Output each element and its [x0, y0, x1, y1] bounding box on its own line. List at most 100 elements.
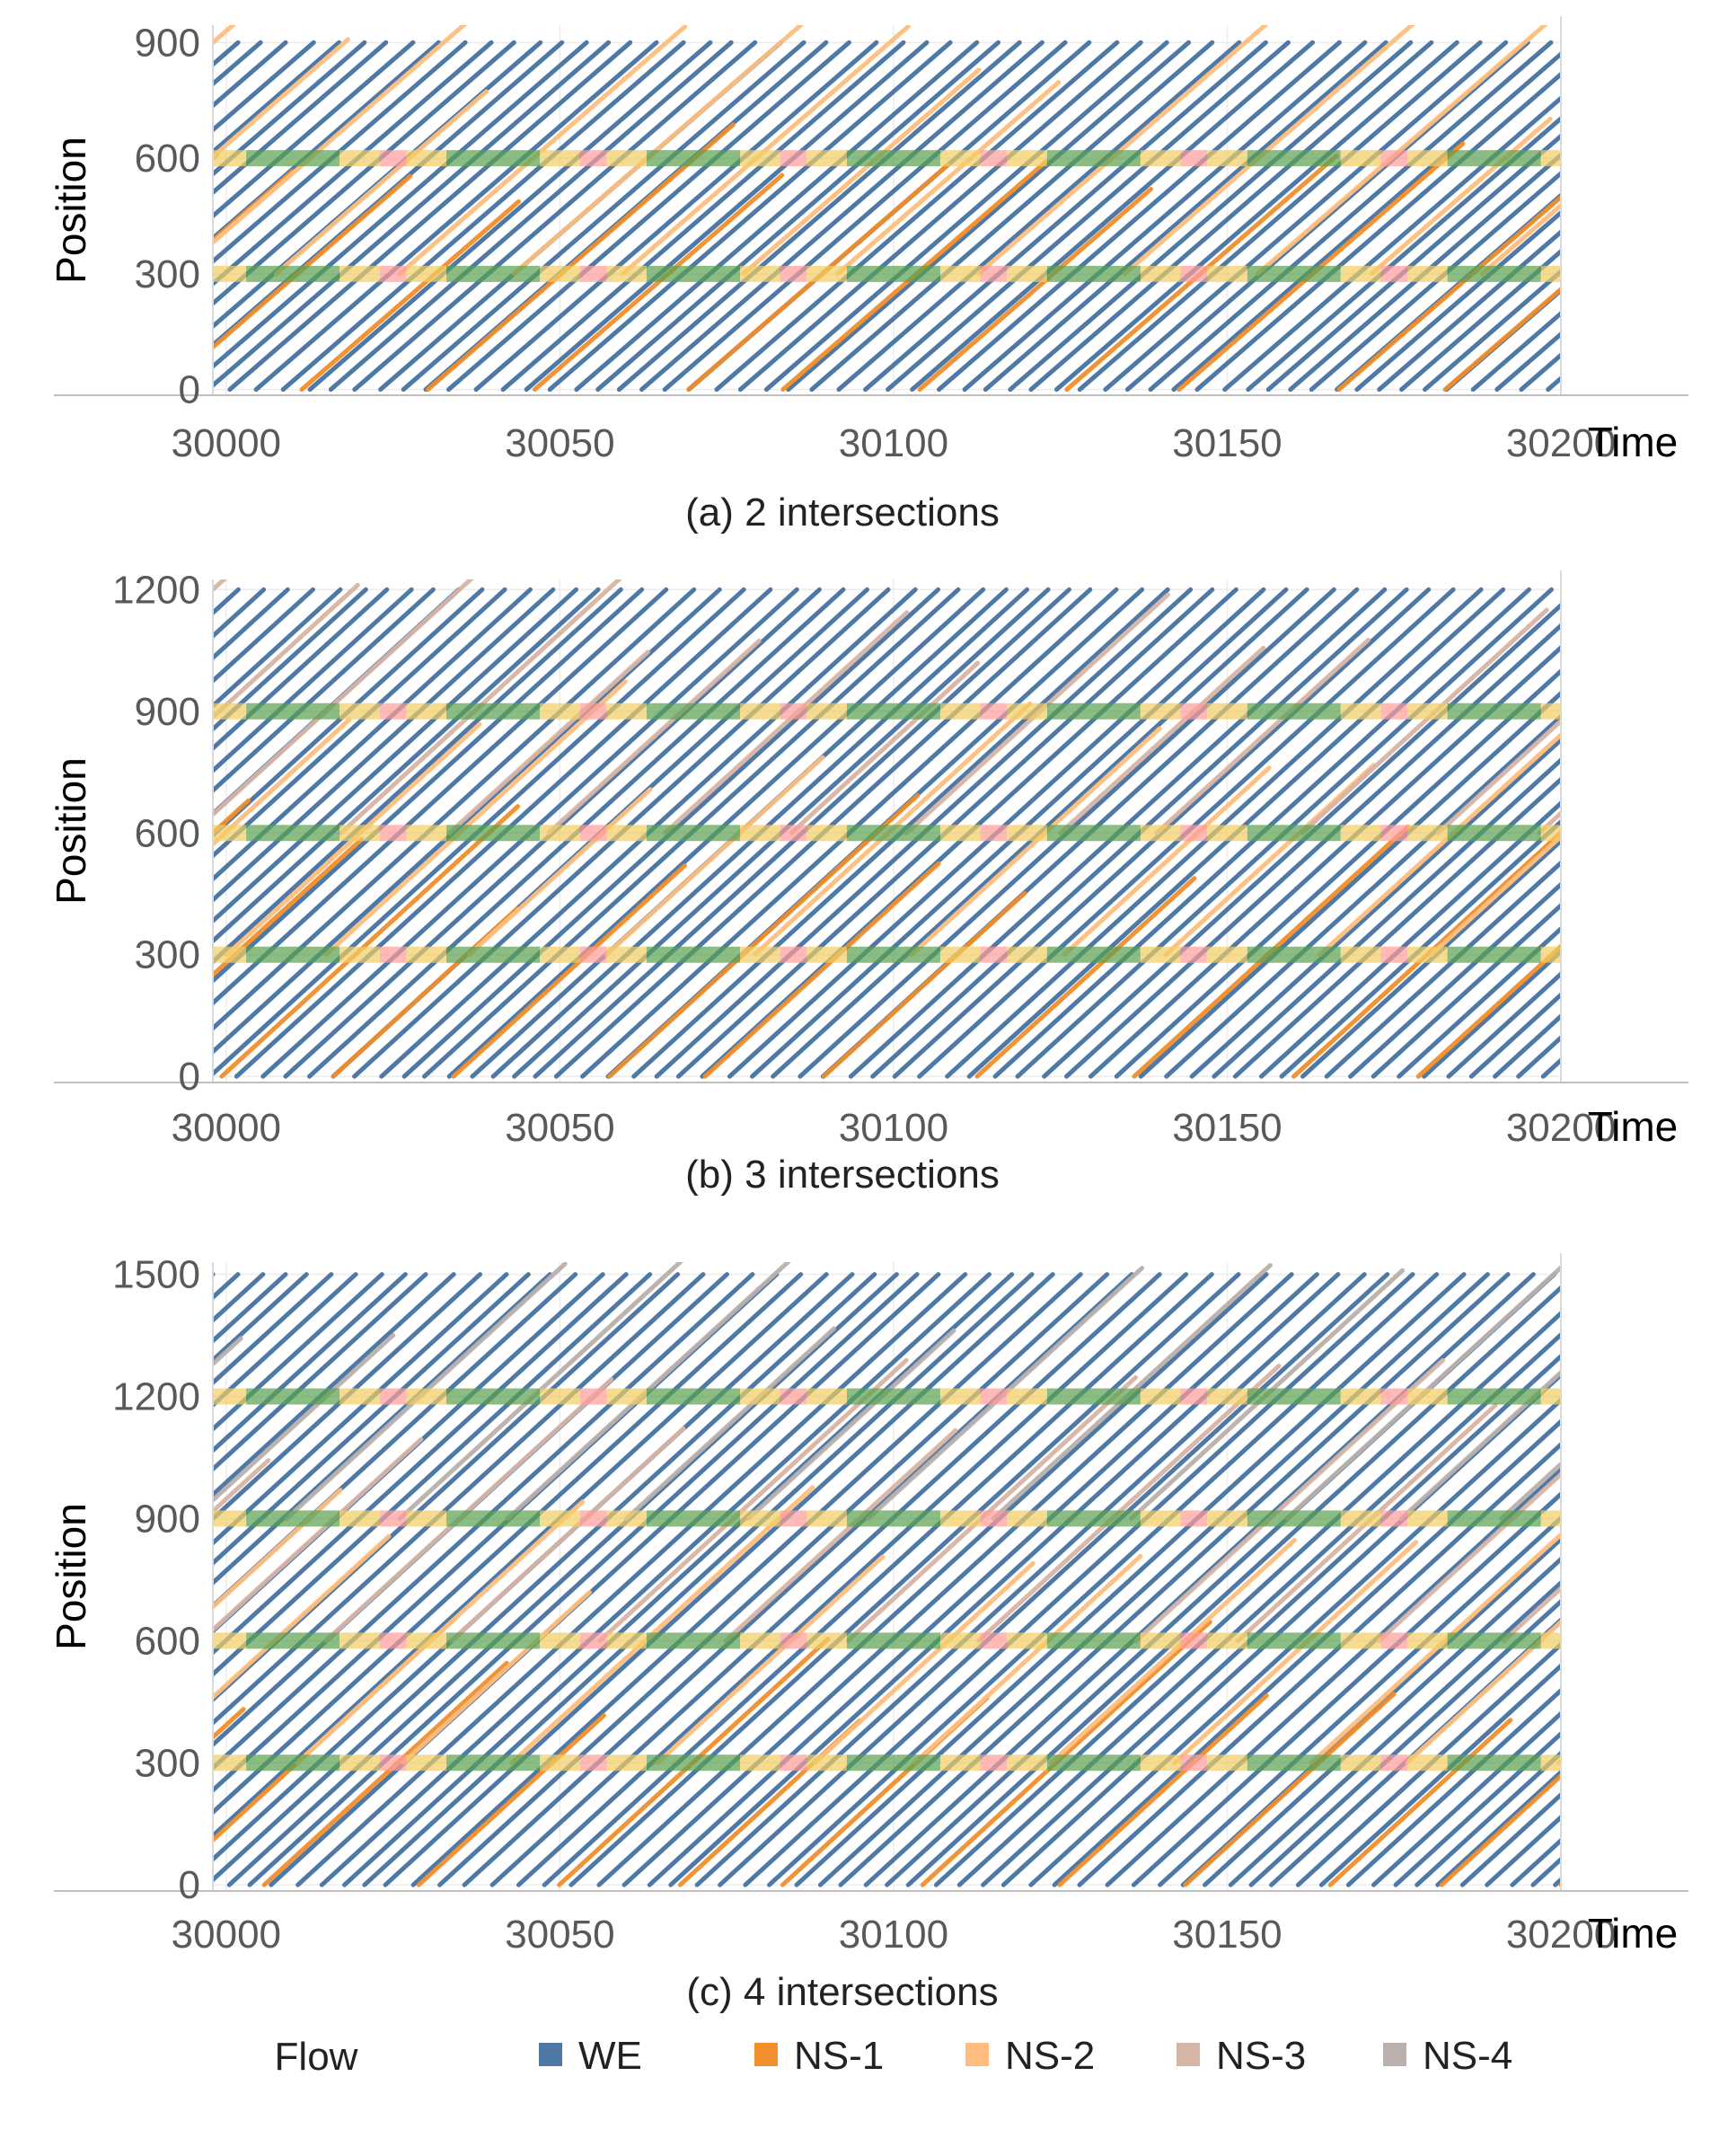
legend-swatch	[1177, 2043, 1200, 2066]
trajectory-ns-1	[1327, 1718, 1513, 1887]
trajectory-we	[718, 1272, 1390, 1887]
trajectories	[213, 25, 1561, 393]
trajectory-ns-3	[446, 649, 650, 835]
trajectory-we	[213, 40, 316, 133]
trajectory-we	[694, 1272, 1367, 1887]
x-axis-title: Time	[1588, 419, 1679, 465]
trajectory-ns-1	[0, 1710, 137, 1885]
trajectory-we	[863, 1272, 1536, 1887]
trajectory-ns-2	[273, 89, 489, 277]
trajectory-we	[437, 1272, 1110, 1887]
trajectory-ns-1	[219, 804, 521, 1079]
trajectory-ns-1	[974, 876, 1197, 1079]
trajectory-we	[1377, 229, 1561, 393]
trajectory-ns-2	[909, 726, 1162, 958]
trajectory-we	[1077, 40, 1483, 393]
trajectory-we	[639, 40, 1045, 393]
legend-label: NS-4	[1423, 2034, 1512, 2078]
trajectory-we	[500, 40, 906, 393]
trajectory-we	[1131, 1490, 1561, 1887]
trajectory-we	[213, 1272, 804, 1816]
trajectory-ns-2	[213, 37, 350, 160]
trajectory-ns-1	[821, 890, 1027, 1079]
trajectory-we	[462, 1272, 1134, 1887]
trajectory-we	[213, 40, 367, 177]
y-tick-label: 1200	[112, 568, 200, 612]
trajectory-we	[473, 40, 879, 393]
trajectory-we	[1008, 40, 1414, 393]
trajectory-we	[838, 1272, 1511, 1887]
x-tick-label: 30000	[172, 421, 281, 465]
trajectory-ns-3	[449, 1426, 686, 1643]
trajectory-ns-1	[213, 798, 251, 836]
trajectory-ns-3	[1501, 1585, 1561, 1643]
legend-swatch	[539, 2043, 562, 2066]
trajectory-we	[1371, 1710, 1561, 1887]
trajectory-we	[662, 40, 1068, 393]
trajectory-we	[269, 1272, 941, 1887]
trajectory-we	[213, 40, 612, 389]
trajectory-we	[213, 1272, 428, 1472]
trajectory-ns-1	[607, 792, 921, 1079]
trajectory-ns-1	[1439, 1772, 1561, 1887]
trajectory-we	[213, 1272, 629, 1656]
trajectory-ns-3	[662, 610, 910, 835]
trajectory-we	[1222, 94, 1561, 393]
trajectory-we	[1053, 40, 1459, 393]
trajectory-we	[410, 1272, 1083, 1887]
x-tick-label: 30100	[839, 1913, 948, 1957]
trajectory-ns-4	[213, 1336, 243, 1367]
trajectory-we	[863, 40, 1268, 393]
trajectory-ns-1	[1442, 286, 1561, 393]
trajectory-we	[1171, 50, 1561, 393]
trajectory-ns-3	[1537, 809, 1561, 835]
trajectory-we	[1348, 881, 1561, 1079]
trajectory-we	[569, 1272, 1241, 1887]
legend-label: WE	[578, 2034, 642, 2078]
trajectories	[213, 579, 1561, 1079]
trajectory-ns-1	[1558, 1881, 1561, 1887]
trajectory-ns-2	[1172, 1540, 1419, 1765]
trajectory-ns-1	[1057, 1693, 1269, 1887]
trajectory-ns-3	[789, 660, 981, 835]
trajectory-we	[817, 1272, 1490, 1887]
trajectory-ns-2	[912, 1553, 1143, 1765]
x-tick-label: 30150	[1172, 1106, 1282, 1150]
trajectory-we	[786, 40, 1192, 393]
trajectory-we	[1415, 1750, 1561, 1887]
trajectory-ns-1	[416, 1713, 606, 1887]
x-tick-label: 30100	[839, 421, 948, 465]
trajectory-ns-2	[1062, 765, 1272, 958]
trajectory-ns-4	[397, 1262, 684, 1521]
trajectory-we	[383, 1272, 1055, 1887]
trajectory-ns-4	[745, 1328, 956, 1521]
trajectory-ns-1	[532, 172, 785, 393]
trajectory-ns-2	[655, 1554, 886, 1765]
trajectory-ns-1	[261, 1660, 509, 1887]
trajectory-we	[328, 40, 734, 393]
trajectory-we	[1052, 1418, 1561, 1887]
trajectory-we	[1148, 40, 1554, 393]
trajectory-ns-3	[323, 1377, 614, 1643]
trajectory-ns-2	[213, 1488, 343, 1611]
trajectory-we	[213, 587, 315, 685]
trajectory-we	[596, 1272, 1269, 1887]
x-axis-title: Time	[1588, 1910, 1679, 1957]
trajectory-we	[737, 40, 1143, 393]
trajectory-we	[962, 40, 1368, 393]
trajectory-we	[1324, 860, 1561, 1079]
y-tick-label: 900	[135, 21, 200, 65]
trajectory-we	[1318, 1662, 1561, 1887]
trajectory-we	[1354, 209, 1561, 393]
trajectory-we	[1295, 1641, 1561, 1887]
trajectory-we	[1300, 837, 1561, 1079]
y-tick-label: 1200	[112, 1375, 200, 1419]
trajectory-we	[280, 40, 686, 393]
trajectory-ns-3	[213, 1458, 271, 1515]
trajectory-we	[1423, 269, 1561, 393]
trajectory-ns-1	[917, 187, 1154, 393]
legend-swatch	[754, 2043, 778, 2066]
y-tick-label: 300	[135, 933, 200, 977]
trajectory-we	[542, 1272, 1214, 1887]
